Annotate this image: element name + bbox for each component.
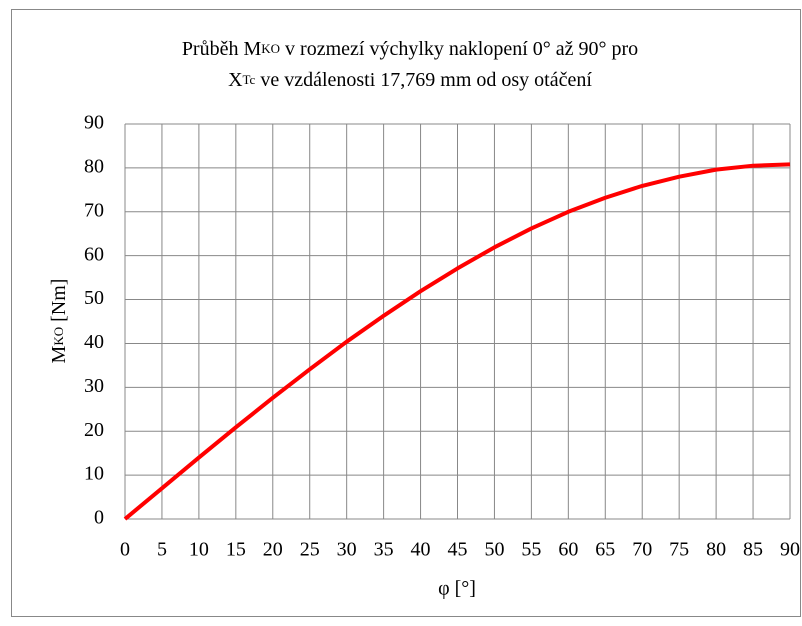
- x-tick-label: 10: [189, 539, 209, 561]
- y-axis-label-part: [Nm]: [48, 279, 70, 327]
- chart-title-part: X: [228, 69, 243, 91]
- y-tick-label: 70: [84, 199, 104, 221]
- y-tick-label: 0: [94, 507, 104, 529]
- chart-title: Průběh MKO v rozmezí výchylky naklopení …: [182, 38, 638, 60]
- x-tick-label: 5: [157, 539, 167, 561]
- x-tick-label: 15: [226, 539, 246, 561]
- x-tick-label: 30: [337, 539, 357, 561]
- x-tick-label: 0: [120, 539, 130, 561]
- y-axis-label-part: KO: [51, 327, 66, 346]
- x-tick-label: 80: [706, 539, 726, 561]
- chart-title-part: v rozmezí výchylky naklopení 0° až 90° p…: [280, 38, 638, 60]
- y-tick-label: 80: [84, 155, 104, 177]
- chart-title-part: ve vzdálenosti 17,769 mm od osy otáčení: [255, 69, 592, 91]
- x-tick-label: 85: [743, 539, 763, 561]
- x-tick-label: 60: [558, 539, 578, 561]
- x-tick-label: 55: [521, 539, 541, 561]
- chart-title-part: Průběh M: [182, 38, 262, 60]
- x-tick-label: 65: [595, 539, 615, 561]
- y-tick-label: 10: [84, 463, 104, 485]
- x-tick-label: 70: [632, 539, 652, 561]
- data-line: [123, 162, 791, 521]
- y-tick-label: 20: [84, 419, 104, 441]
- x-tick-label: 90: [780, 539, 800, 561]
- y-axis-label: MKO [Nm]: [48, 279, 70, 364]
- y-tick-label: 50: [84, 287, 104, 309]
- chart-title: XTc ve vzdálenosti 17,769 mm od osy otáč…: [228, 69, 592, 91]
- y-tick-label: 40: [84, 331, 104, 353]
- x-tick-label: 40: [411, 539, 431, 561]
- x-tick-label: 35: [374, 539, 394, 561]
- y-tick-label: 90: [84, 112, 104, 134]
- x-tick-label: 50: [484, 539, 504, 561]
- chart-frame: [11, 9, 801, 617]
- y-tick-label: 30: [84, 375, 104, 397]
- x-tick-label: 25: [300, 539, 320, 561]
- x-axis-label: φ [°]: [438, 578, 476, 600]
- x-tick-label: 75: [669, 539, 689, 561]
- x-tick-label: 20: [263, 539, 283, 561]
- chart-title-part: Tc: [243, 72, 256, 87]
- y-tick-label: 60: [84, 243, 104, 265]
- y-axis-label-part: M: [48, 345, 70, 363]
- chart-title-part: KO: [261, 41, 280, 56]
- x-tick-label: 45: [448, 539, 468, 561]
